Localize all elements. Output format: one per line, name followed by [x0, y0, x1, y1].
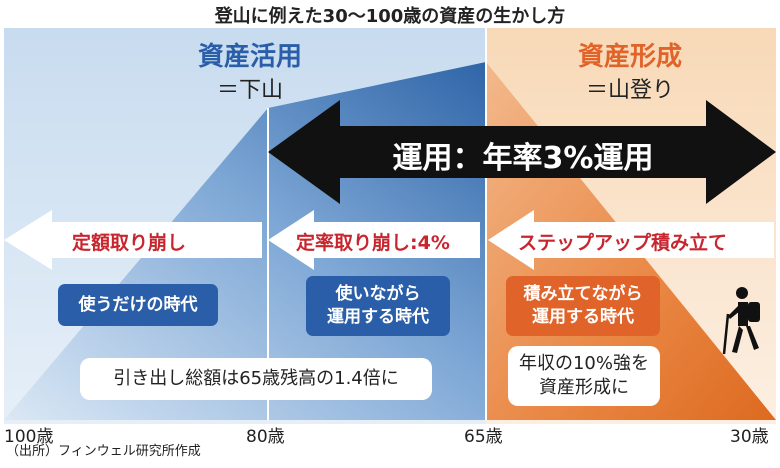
stage-arrow-label-3: ステップアップ積み立て: [518, 232, 728, 254]
left-section-subtitle: ＝下山: [216, 78, 283, 103]
age-label-30: 30歳: [730, 427, 769, 447]
note-withdrawal-total: 引き出し総額は65歳残高の1.4倍に: [80, 358, 432, 400]
hiker-icon: [722, 287, 760, 355]
stage-arrow-2: [268, 210, 480, 270]
age-label-65: 65歳: [464, 427, 503, 447]
stage-arrow-1: [4, 210, 262, 270]
source-note: （出所）フィンウェル研究所作成: [6, 444, 201, 459]
era-box-use-only: 使うだけの時代: [58, 284, 218, 326]
page-title: 登山に例えた30〜100歳の資産の生かし方: [214, 6, 566, 27]
note-savings-rate: 年収の10%強を 資産形成に: [508, 346, 660, 406]
stage-arrow-label-1: 定額取り崩し: [72, 232, 187, 254]
right-section-subtitle: ＝山登り: [585, 78, 674, 103]
left-section-title: 資産活用: [197, 42, 302, 72]
age-label-100: 100歳: [4, 427, 54, 447]
era-box-use-and-invest: 使いながら 運用する時代: [306, 276, 450, 336]
age-label-80: 80歳: [246, 427, 285, 447]
stage-arrow-3: [488, 210, 774, 270]
stage-arrow-label-2: 定率取り崩し:4%: [296, 232, 450, 254]
right-section-title: 資産形成: [577, 42, 682, 72]
big-arrow-label: 運用：年率3%運用: [392, 141, 654, 176]
era-box-save-and-invest: 積み立てながら 運用する時代: [506, 276, 660, 336]
big-double-arrow: [268, 100, 776, 204]
